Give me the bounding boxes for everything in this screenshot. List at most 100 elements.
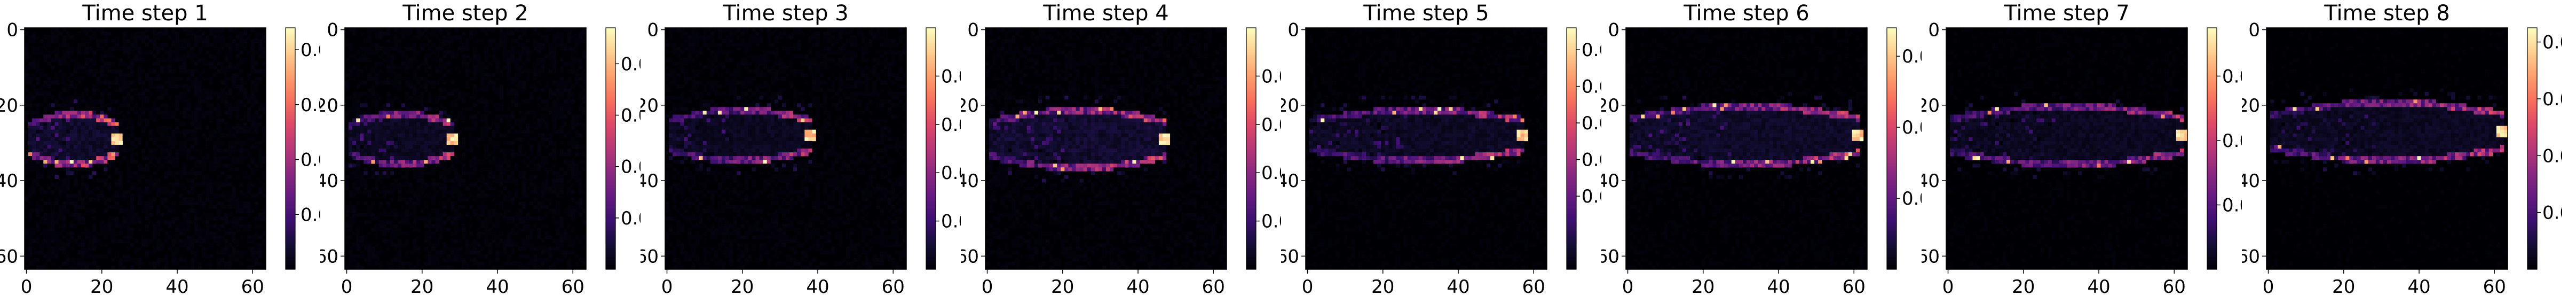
colorbar-tick-label: 0.02 xyxy=(941,162,961,184)
y-tick-label: 20 xyxy=(0,95,18,116)
colorbar-tick-label: 0.08 xyxy=(2542,32,2562,53)
x-tick-label: 0 xyxy=(341,276,353,298)
x-tick-label: 60 xyxy=(2483,276,2506,298)
y-tick-label: 40 xyxy=(641,170,659,192)
x-tick-label: 20 xyxy=(90,276,113,298)
x-tick-label: 40 xyxy=(806,276,829,298)
y-tick-label: 0 xyxy=(1928,20,1940,41)
panel-title: Time step 8 xyxy=(2324,1,2449,26)
y-tick-label: 40 xyxy=(1281,170,1299,192)
x-tick-label: 0 xyxy=(661,276,673,298)
panel-title: Time step 1 xyxy=(82,1,208,26)
heatmap-svg-5: Time step 5020406002040600.020.030.040.0… xyxy=(1281,0,1601,301)
x-tick-label: 0 xyxy=(1622,276,1634,298)
colorbar-tick-label: 0.04 xyxy=(941,66,961,87)
y-tick-label: 0 xyxy=(2248,20,2260,41)
x-tick-label: 60 xyxy=(1843,276,1866,298)
colorbar-tick-label: 0.04 xyxy=(621,53,641,75)
y-tick-label: 60 xyxy=(1281,246,1299,267)
heatmap-panel-4: Time step 4020406002040600.010.020.030.0… xyxy=(961,0,1281,301)
y-tick-label: 60 xyxy=(1601,246,1619,267)
colorbar-tick-label: 0.05 xyxy=(1582,76,1601,98)
y-tick-label: 40 xyxy=(961,170,979,192)
x-tick-label: 0 xyxy=(2263,276,2274,298)
x-tick-label: 60 xyxy=(241,276,264,298)
colorbar-tick-label: 0.01 xyxy=(621,208,641,229)
x-tick-label: 60 xyxy=(2163,276,2186,298)
colorbar-tick-label: 0.03 xyxy=(301,95,320,116)
heatmap-panel-2: Time step 2020406002040600.010.020.030.0… xyxy=(320,0,641,301)
heatmap-panel-5: Time step 5020406002040600.020.030.040.0… xyxy=(1281,0,1601,301)
colorbar-tick-label: 0.04 xyxy=(1261,66,1281,87)
x-tick-label: 60 xyxy=(562,276,584,298)
heatmap-svg-2: Time step 2020406002040600.010.020.030.0… xyxy=(320,0,641,301)
x-tick-label: 20 xyxy=(2012,276,2035,298)
colorbar xyxy=(1567,28,1576,269)
y-tick-label: 20 xyxy=(961,95,979,116)
colorbar-tick-label: 0.02 xyxy=(2542,203,2562,224)
colorbar-tick-label: 0.06 xyxy=(1902,46,1922,67)
colorbar-tick-label: 0.04 xyxy=(1902,117,1922,138)
x-tick-label: 40 xyxy=(165,276,188,298)
y-tick-label: 60 xyxy=(961,246,979,267)
y-tick-label: 20 xyxy=(320,95,338,116)
y-tick-label: 0 xyxy=(647,20,659,41)
panel-title: Time step 4 xyxy=(1042,1,1168,26)
colorbar xyxy=(1887,28,1897,269)
y-tick-label: 0 xyxy=(6,20,18,41)
y-tick-label: 60 xyxy=(320,246,338,267)
x-tick-label: 60 xyxy=(1522,276,1545,298)
x-tick-label: 20 xyxy=(731,276,754,298)
y-tick-label: 0 xyxy=(327,20,338,41)
colorbar xyxy=(2527,28,2537,269)
colorbar-tick-label: 0.01 xyxy=(941,211,961,232)
y-tick-label: 20 xyxy=(2242,95,2260,116)
x-tick-label: 20 xyxy=(2332,276,2355,298)
colorbar xyxy=(2207,28,2217,269)
colorbar-tick-label: 0.04 xyxy=(2222,130,2242,152)
panel-title: Time step 2 xyxy=(402,1,528,26)
colorbar-tick-label: 0.04 xyxy=(1582,113,1601,134)
y-tick-label: 0 xyxy=(1608,20,1619,41)
x-tick-label: 20 xyxy=(410,276,433,298)
colorbar-tick-label: 0.02 xyxy=(1261,162,1281,184)
x-tick-label: 20 xyxy=(1692,276,1714,298)
colorbar-tick-label: 0.02 xyxy=(621,157,641,178)
heatmap-svg-8: Time step 8020406002040600.020.040.060.0… xyxy=(2242,0,2562,301)
y-tick-label: 20 xyxy=(1922,95,1940,116)
colorbar-tick-label: 0.03 xyxy=(1582,150,1601,171)
heatmap-panel-3: Time step 3020406002040600.010.020.030.0… xyxy=(641,0,961,301)
panel-title: Time step 5 xyxy=(1363,1,1489,26)
colorbar-tick-label: 0.03 xyxy=(1261,114,1281,136)
colorbar-tick-label: 0.01 xyxy=(1261,211,1281,232)
panel-title: Time step 3 xyxy=(722,1,848,26)
y-tick-label: 40 xyxy=(1922,170,1940,192)
colorbar-tick-label: 0.04 xyxy=(2542,145,2562,167)
colorbar-tick-label: 0.02 xyxy=(1902,188,1922,209)
x-tick-label: 40 xyxy=(1447,276,1469,298)
x-tick-label: 0 xyxy=(21,276,33,298)
x-tick-label: 40 xyxy=(1767,276,1790,298)
y-tick-label: 60 xyxy=(641,246,659,267)
colorbar-tick-label: 0.06 xyxy=(2222,66,2242,87)
colorbar-tick-label: 0.04 xyxy=(301,40,320,61)
x-tick-label: 0 xyxy=(982,276,993,298)
heatmap-panel-8: Time step 8020406002040600.020.040.060.0… xyxy=(2242,0,2562,301)
panel-title: Time step 7 xyxy=(2003,1,2129,26)
y-tick-label: 60 xyxy=(1922,246,1940,267)
y-tick-label: 0 xyxy=(967,20,979,41)
colorbar xyxy=(926,28,936,269)
y-tick-label: 60 xyxy=(2242,246,2260,267)
colorbar-tick-label: 0.02 xyxy=(301,150,320,171)
heatmap-panel-1: Time step 1020406002040600.010.020.030.0… xyxy=(0,0,320,301)
x-tick-label: 40 xyxy=(2407,276,2430,298)
x-tick-label: 60 xyxy=(1202,276,1225,298)
y-tick-label: 60 xyxy=(0,246,18,267)
x-tick-label: 40 xyxy=(486,276,509,298)
y-tick-label: 40 xyxy=(1601,170,1619,192)
colorbar-tick-label: 0.02 xyxy=(2222,195,2242,216)
